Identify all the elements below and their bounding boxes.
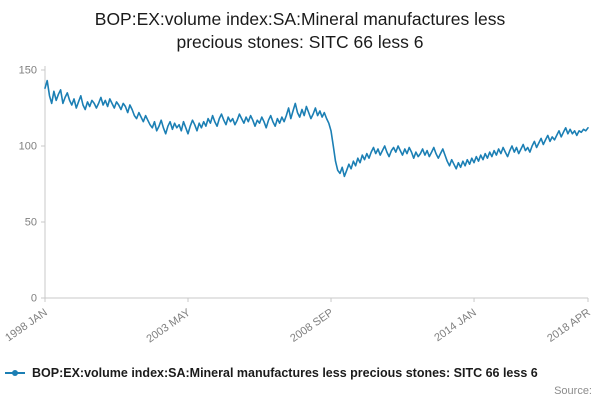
source-label: Source: <box>554 385 592 397</box>
svg-text:2008 SEP: 2008 SEP <box>288 307 335 345</box>
chart-plot: 0 50 100 150 1998 JAN 2003 MAY 2008 SEP 2014 JA… <box>3 65 593 346</box>
svg-text:150: 150 <box>19 65 37 77</box>
svg-text:100: 100 <box>19 141 37 153</box>
svg-text:2018 APR: 2018 APR <box>545 307 593 345</box>
svg-text:1998 JAN: 1998 JAN <box>3 307 50 345</box>
legend-label: BOP:EX:volume index:SA:Mineral manufactu… <box>32 366 538 380</box>
svg-text:2014 JAN: 2014 JAN <box>432 307 479 345</box>
svg-text:0: 0 <box>31 293 37 305</box>
svg-text:2003 MAY: 2003 MAY <box>144 306 193 345</box>
legend: BOP:EX:volume index:SA:Mineral manufactu… <box>4 366 538 380</box>
svg-text:50: 50 <box>25 217 37 229</box>
chart-title: BOP:EX:volume index:SA:Mineral manufactu… <box>94 9 506 52</box>
legend-line-marker-icon <box>5 370 25 376</box>
